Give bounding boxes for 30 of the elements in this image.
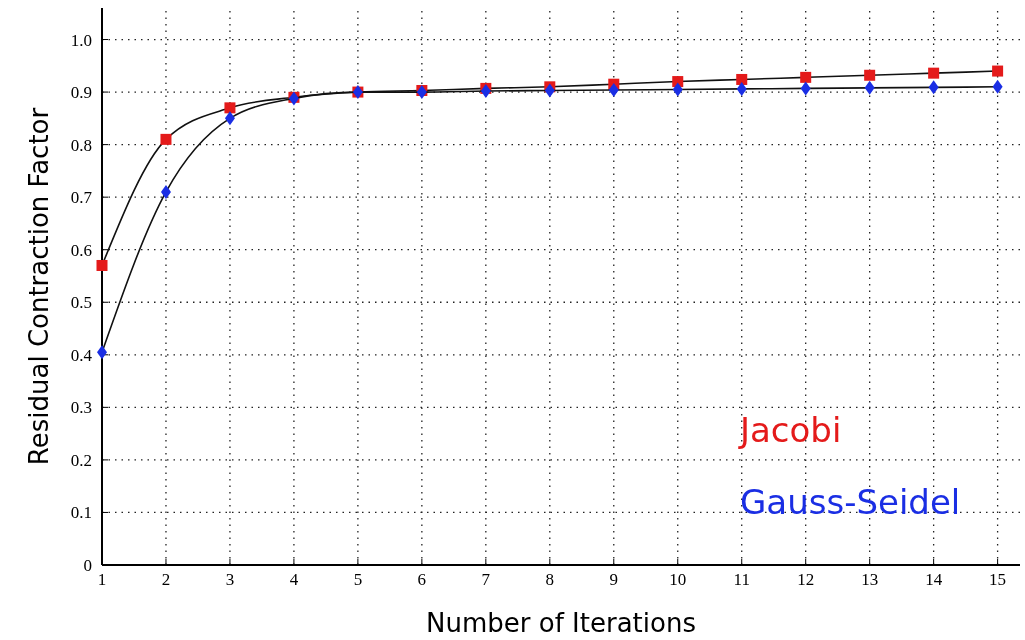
x-tick-label: 14 <box>925 570 943 589</box>
x-tick-label: 15 <box>989 570 1007 589</box>
y-tick-label: 0.7 <box>70 188 93 208</box>
y-tick-label: 0.5 <box>70 293 92 313</box>
y-tick-label: 0.8 <box>70 135 92 155</box>
x-tick-label: 9 <box>609 570 619 589</box>
y-tick-label: 0.9 <box>70 83 92 103</box>
x-tick-label: 3 <box>225 570 235 589</box>
y-tick-label: 0.6 <box>70 240 92 260</box>
y-tick-label: 0.4 <box>70 345 93 365</box>
text: Jacobi <box>738 410 842 450</box>
x-tick-label: 4 <box>289 570 299 589</box>
x-tick-label: 11 <box>733 570 750 589</box>
x-tick-label: 2 <box>161 570 171 589</box>
x-tick-label: 5 <box>353 570 363 589</box>
y-tick-label: 0.1 <box>70 503 92 523</box>
y-tick-label: 0 <box>83 556 92 575</box>
y-tick-label: 0.2 <box>70 450 92 470</box>
x-tick-label: 7 <box>481 570 491 589</box>
x-tick-label: 13 <box>861 570 879 589</box>
y-axis-title: Residual Contraction Factor <box>24 107 54 466</box>
x-tick-label: 8 <box>545 570 555 589</box>
x-tick-label: 12 <box>797 570 815 589</box>
x-tick-label: 1 <box>97 570 107 589</box>
text: Gauss-Seidel <box>740 482 961 522</box>
y-tick-label: 1.0 <box>70 30 92 50</box>
x-tick-label: 6 <box>417 570 427 589</box>
x-axis-title: Number of Iterations <box>426 608 696 638</box>
x-tick-label: 10 <box>669 570 687 589</box>
y-tick-label: 0.3 <box>70 398 92 418</box>
